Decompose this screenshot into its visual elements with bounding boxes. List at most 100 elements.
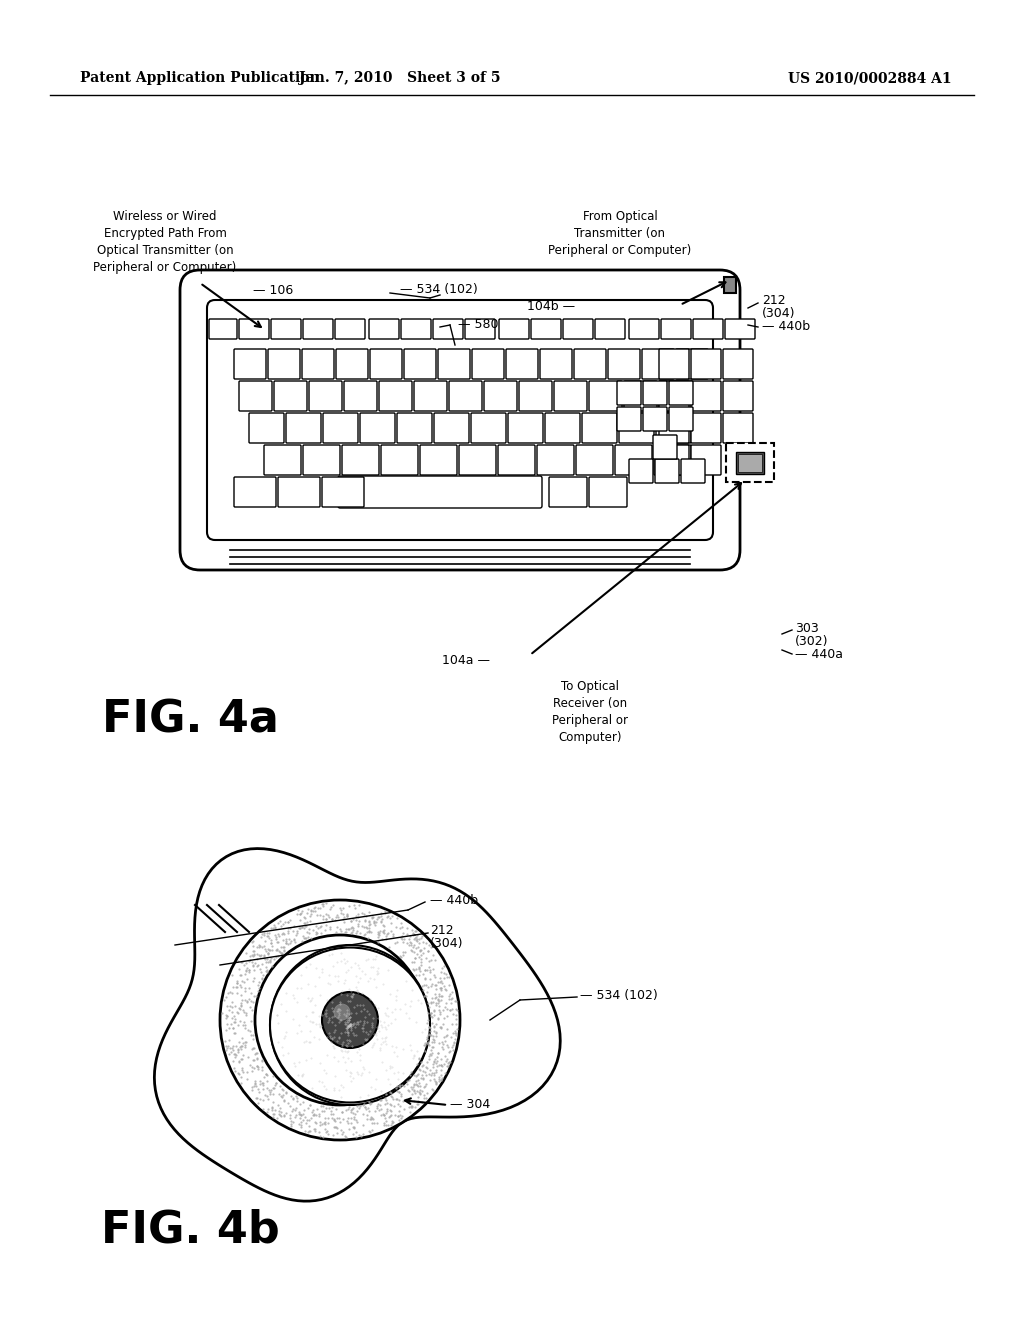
FancyBboxPatch shape (574, 348, 606, 379)
FancyBboxPatch shape (322, 477, 364, 507)
FancyBboxPatch shape (676, 348, 708, 379)
FancyBboxPatch shape (338, 477, 542, 508)
FancyBboxPatch shape (659, 348, 689, 379)
FancyBboxPatch shape (433, 319, 463, 339)
FancyBboxPatch shape (693, 319, 723, 339)
Text: 303: 303 (795, 622, 819, 635)
FancyBboxPatch shape (589, 477, 627, 507)
FancyBboxPatch shape (608, 348, 640, 379)
Text: 104b —: 104b — (527, 301, 575, 314)
FancyBboxPatch shape (335, 319, 365, 339)
FancyBboxPatch shape (723, 413, 753, 444)
FancyBboxPatch shape (180, 271, 740, 570)
Text: Wireless or Wired
Encrypted Path From
Optical Transmitter (on
Peripheral or Comp: Wireless or Wired Encrypted Path From Op… (93, 210, 237, 275)
FancyBboxPatch shape (459, 445, 496, 475)
FancyBboxPatch shape (234, 348, 266, 379)
FancyBboxPatch shape (656, 413, 691, 444)
Circle shape (255, 935, 425, 1105)
FancyBboxPatch shape (691, 413, 721, 444)
FancyBboxPatch shape (369, 319, 399, 339)
FancyBboxPatch shape (629, 459, 653, 483)
FancyBboxPatch shape (484, 381, 517, 411)
FancyBboxPatch shape (404, 348, 436, 379)
FancyBboxPatch shape (239, 319, 269, 339)
Bar (736, 451, 764, 474)
FancyBboxPatch shape (465, 319, 495, 339)
FancyBboxPatch shape (381, 445, 418, 475)
Bar (724, 277, 736, 293)
FancyBboxPatch shape (629, 319, 659, 339)
FancyBboxPatch shape (549, 477, 587, 507)
FancyBboxPatch shape (449, 381, 482, 411)
Text: To Optical
Receiver (on
Peripheral or
Computer): To Optical Receiver (on Peripheral or Co… (552, 680, 628, 744)
FancyBboxPatch shape (725, 319, 755, 339)
Text: (304): (304) (430, 936, 464, 949)
FancyBboxPatch shape (302, 348, 334, 379)
FancyBboxPatch shape (472, 348, 504, 379)
FancyBboxPatch shape (274, 381, 307, 411)
FancyBboxPatch shape (344, 381, 377, 411)
Text: — 440a: — 440a (795, 648, 843, 660)
Text: Patent Application Publication: Patent Application Publication (80, 71, 319, 84)
FancyBboxPatch shape (691, 381, 721, 411)
FancyBboxPatch shape (589, 381, 622, 411)
FancyBboxPatch shape (659, 381, 689, 411)
FancyBboxPatch shape (615, 445, 652, 475)
FancyBboxPatch shape (271, 319, 301, 339)
FancyBboxPatch shape (498, 445, 535, 475)
FancyBboxPatch shape (278, 477, 319, 507)
FancyBboxPatch shape (268, 348, 300, 379)
PathPatch shape (155, 849, 560, 1201)
FancyBboxPatch shape (434, 413, 469, 444)
FancyBboxPatch shape (617, 381, 641, 405)
FancyBboxPatch shape (309, 381, 342, 411)
FancyBboxPatch shape (659, 445, 689, 475)
FancyBboxPatch shape (342, 445, 379, 475)
FancyBboxPatch shape (723, 381, 753, 411)
FancyBboxPatch shape (618, 413, 654, 444)
Text: US 2010/0002884 A1: US 2010/0002884 A1 (788, 71, 952, 84)
FancyBboxPatch shape (554, 381, 587, 411)
FancyBboxPatch shape (575, 445, 613, 475)
FancyBboxPatch shape (336, 348, 368, 379)
FancyBboxPatch shape (655, 459, 679, 483)
FancyBboxPatch shape (303, 319, 333, 339)
FancyBboxPatch shape (540, 348, 572, 379)
FancyBboxPatch shape (420, 445, 457, 475)
Circle shape (322, 993, 378, 1048)
FancyBboxPatch shape (662, 319, 691, 339)
FancyBboxPatch shape (643, 381, 667, 405)
Text: From Optical
Transmitter (on
Peripheral or Computer): From Optical Transmitter (on Peripheral … (549, 210, 691, 257)
Text: 212: 212 (762, 293, 785, 306)
Text: (302): (302) (795, 635, 828, 648)
FancyBboxPatch shape (499, 319, 529, 339)
FancyBboxPatch shape (370, 348, 402, 379)
FancyBboxPatch shape (643, 407, 667, 432)
FancyBboxPatch shape (506, 348, 538, 379)
FancyBboxPatch shape (471, 413, 506, 444)
FancyBboxPatch shape (582, 413, 617, 444)
FancyBboxPatch shape (659, 381, 692, 411)
FancyBboxPatch shape (508, 413, 543, 444)
Text: — 580: — 580 (458, 318, 499, 331)
FancyBboxPatch shape (234, 477, 276, 507)
Circle shape (220, 900, 460, 1140)
FancyBboxPatch shape (249, 413, 284, 444)
FancyBboxPatch shape (537, 445, 574, 475)
Ellipse shape (270, 948, 430, 1102)
Text: 212: 212 (430, 924, 454, 936)
Text: Jan. 7, 2010   Sheet 3 of 5: Jan. 7, 2010 Sheet 3 of 5 (299, 71, 501, 84)
FancyBboxPatch shape (207, 300, 713, 540)
Text: — 106: — 106 (253, 284, 293, 297)
FancyBboxPatch shape (723, 348, 753, 379)
FancyBboxPatch shape (624, 381, 657, 411)
FancyBboxPatch shape (563, 319, 593, 339)
FancyBboxPatch shape (617, 407, 641, 432)
FancyBboxPatch shape (653, 436, 677, 459)
FancyBboxPatch shape (379, 381, 412, 411)
FancyBboxPatch shape (323, 413, 358, 444)
Text: — 534 (102): — 534 (102) (580, 989, 657, 1002)
Circle shape (334, 1005, 350, 1020)
Text: — 534 (102): — 534 (102) (400, 284, 478, 297)
Text: — 304: — 304 (450, 1098, 490, 1111)
